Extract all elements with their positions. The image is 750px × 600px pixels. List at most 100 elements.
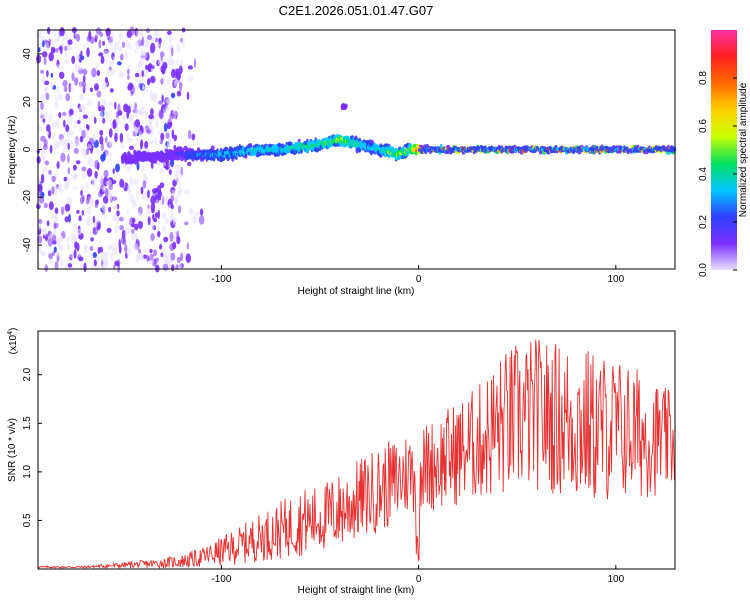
heatmap-noise-cell — [166, 79, 171, 85]
heatmap-noise-cell — [138, 82, 143, 88]
heatmap-noise-cell — [155, 199, 159, 204]
heatmap-noise-cell — [42, 167, 48, 174]
heatmap-noise-cell — [50, 82, 54, 89]
heatmap-noise-cell — [50, 72, 54, 78]
heatmap-noise-cell — [170, 252, 176, 261]
heatmap-noise-cell — [150, 221, 155, 231]
heatmap-noise-cell — [60, 259, 64, 268]
heatmap-noise-cell — [63, 176, 68, 182]
heatmap-noise-cell — [53, 246, 57, 253]
heatmap-noise-cell — [145, 85, 148, 93]
heatmap-noise-cell — [47, 231, 51, 237]
heatmap-noise-cell — [109, 140, 113, 147]
heatmap-noise-cell — [90, 237, 94, 242]
heatmap-noise-cell — [129, 176, 133, 186]
heatmap-noise-cell — [79, 116, 83, 122]
heatmap-noise-cell — [135, 137, 139, 143]
heatmap-noise-cell — [127, 68, 130, 75]
heatmap-noise-cell — [138, 36, 142, 44]
heatmap-noise-cell — [59, 188, 64, 193]
heatmap-noise-cell — [127, 166, 131, 172]
heatmap-noise-cell — [147, 78, 151, 86]
heatmap-noise-cell — [81, 147, 86, 156]
heatmap-noise-cell — [198, 215, 205, 225]
heatmap-noise-cell — [139, 131, 143, 139]
heatmap-noise-cell — [65, 142, 68, 153]
heatmap-noise-cell — [137, 60, 143, 68]
heatmap-noise-cell — [101, 83, 108, 90]
heatmap-noise-cell — [86, 168, 93, 177]
heatmap-noise-cell — [148, 139, 154, 145]
heatmap-noise-cell — [99, 110, 104, 119]
heatmap-noise-cell — [112, 47, 117, 55]
heatmap-noise-cell — [119, 178, 125, 188]
top-x-tick-label: 100 — [607, 274, 624, 285]
heatmap-noise-cell — [85, 216, 91, 227]
heatmap-noise-cell — [69, 108, 74, 116]
heatmap-noise-cell — [73, 120, 77, 129]
heatmap-noise-cell — [184, 189, 190, 195]
heatmap-noise-cell — [180, 59, 184, 68]
heatmap-noise-cell — [176, 174, 180, 183]
heatmap-noise-cell — [153, 259, 157, 265]
heatmap-noise-cell — [150, 233, 155, 242]
heatmap-noise-cell — [85, 135, 91, 142]
heatmap-ridge-cell — [357, 147, 362, 153]
heatmap-noise-cell — [108, 152, 113, 162]
colorbar-ticks: 0.0 0.2 0.4 0.6 0.8 — [698, 71, 737, 277]
heatmap-noise-cell — [124, 51, 128, 60]
heatmap-noise-cell — [133, 178, 136, 185]
heatmap-noise-cell — [44, 80, 50, 86]
heatmap-noise-cell — [141, 83, 145, 90]
heatmap-noise-cell — [128, 112, 133, 123]
heatmap-noise-cell — [121, 229, 126, 239]
heatmap-noise-cell — [54, 140, 59, 146]
heatmap-noise-cell — [75, 33, 81, 42]
top-y-axis-label: Frequency (Hz) — [7, 116, 18, 185]
heatmap-noise-cell — [93, 259, 97, 267]
heatmap-noise-cell — [42, 118, 46, 123]
heatmap-noise-cell — [75, 62, 78, 73]
heatmap-noise-cell — [65, 93, 70, 102]
heatmap-noise-cell — [37, 185, 43, 190]
bottom-x-tick-label: 0 — [416, 574, 422, 585]
heatmap-noise-cell — [63, 86, 68, 93]
top-y-tick-label: -40 — [22, 237, 33, 252]
heatmap-noise-cell — [75, 138, 80, 148]
heatmap-noise-cell — [60, 206, 65, 216]
heatmap-ridge-cell — [672, 146, 677, 151]
heatmap-noise-cell — [171, 129, 175, 139]
heatmap-noise-cell — [178, 81, 183, 92]
heatmap-noise-cell — [68, 213, 71, 223]
heatmap-noise-cell — [72, 164, 77, 171]
heatmap-noise-cell — [114, 204, 118, 210]
heatmap-noise-cell — [64, 59, 69, 64]
heatmap-noise-cell — [64, 216, 69, 223]
heatmap-noise-cell — [109, 128, 113, 138]
heatmap-noise-cell — [135, 179, 140, 185]
top-x-tick-label: 0 — [416, 274, 422, 285]
heatmap-noise-cell — [81, 103, 86, 113]
heatmap-noise-cell — [124, 244, 128, 253]
heatmap-noise-cell — [142, 180, 147, 189]
figure-title: C2E1.2026.051.01.47.G07 — [279, 3, 434, 18]
heatmap-noise-cell — [90, 264, 96, 271]
heatmap-noise-cell — [86, 123, 89, 130]
top-y-tick-label: -20 — [22, 190, 33, 205]
heatmap-noise-cell — [91, 177, 97, 187]
heatmap-noise-cell — [149, 248, 153, 254]
heatmap-noise-cell — [99, 104, 105, 112]
heatmap-noise-cell — [159, 182, 165, 189]
heatmap-noise-cell — [82, 114, 88, 119]
heatmap-noise-cell — [115, 111, 119, 119]
heatmap-noise-cell — [143, 68, 147, 78]
heatmap-noise-cell — [79, 184, 85, 191]
heatmap-noise-cell — [158, 37, 162, 44]
heatmap-noise-cell — [112, 247, 118, 256]
heatmap-noise-cell — [94, 203, 99, 208]
top-x-tick-label: -100 — [211, 274, 231, 285]
colorbar-tick-label: 0.2 — [698, 215, 709, 229]
heatmap-noise-cell — [173, 80, 177, 87]
heatmap-noise-cell — [148, 114, 154, 120]
heatmap-noise-cell — [51, 214, 55, 219]
